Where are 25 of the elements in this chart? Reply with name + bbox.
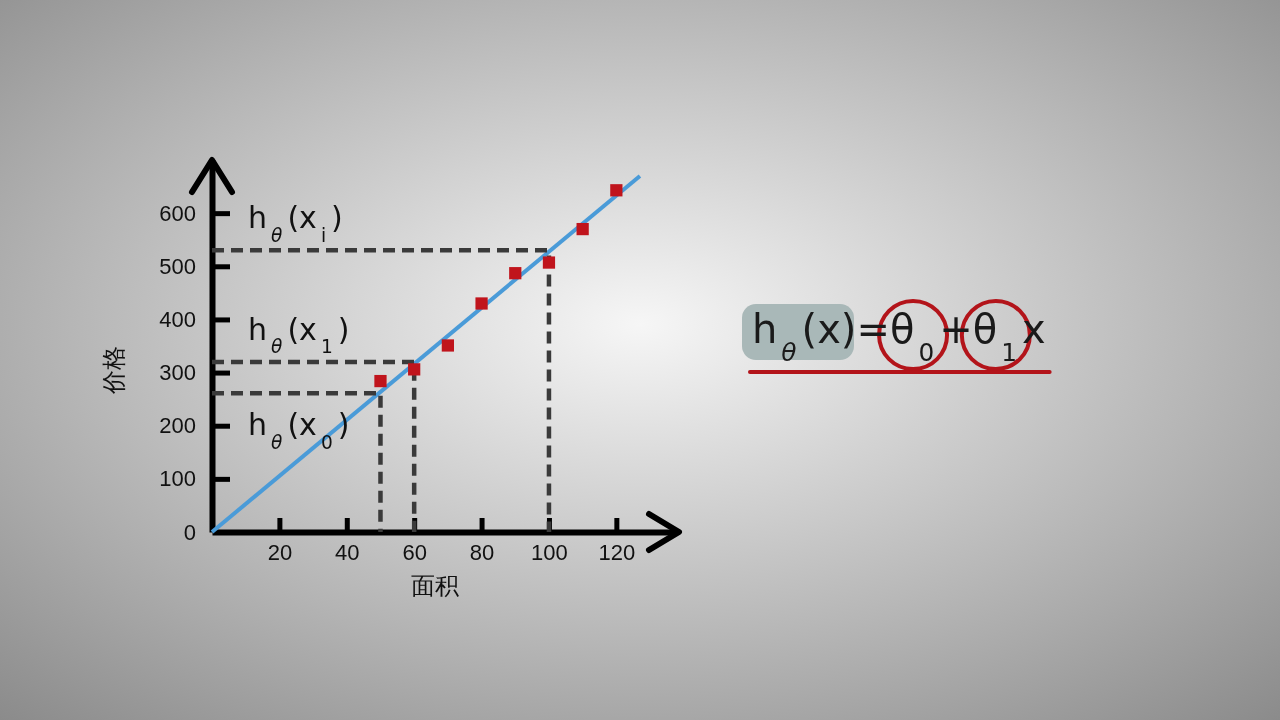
x-axis-title: 面积 — [410, 572, 459, 600]
point — [408, 363, 421, 376]
y-axis-title: 价格 — [100, 346, 128, 395]
annotation: h$_{θ}$(x$_{i}$) — [248, 200, 343, 246]
x-tick-label: 40 — [335, 539, 360, 565]
y-tick-label: 200 — [159, 413, 196, 439]
y-tick-label: 0 — [183, 519, 196, 545]
y-tick-label: 400 — [159, 306, 196, 332]
point — [576, 222, 589, 236]
point — [509, 267, 522, 280]
annotation: h$_{θ}$(x$_{1}$) — [248, 311, 350, 358]
y-tick-label: 600 — [159, 200, 196, 226]
y-tick-label: 500 — [159, 253, 196, 279]
x-tick-label: 80 — [469, 539, 495, 565]
x-tick-label: 20 — [267, 539, 293, 565]
point — [475, 297, 488, 310]
y-tick-label: 100 — [159, 466, 196, 492]
point — [610, 184, 623, 197]
point — [441, 339, 454, 352]
y-tick-label: 300 — [159, 360, 196, 386]
point — [542, 256, 556, 269]
x-tick-label: 120 — [598, 539, 636, 565]
point — [374, 374, 387, 388]
x-tick-label: 60 — [402, 539, 427, 565]
x-tick-label: 100 — [531, 539, 568, 565]
